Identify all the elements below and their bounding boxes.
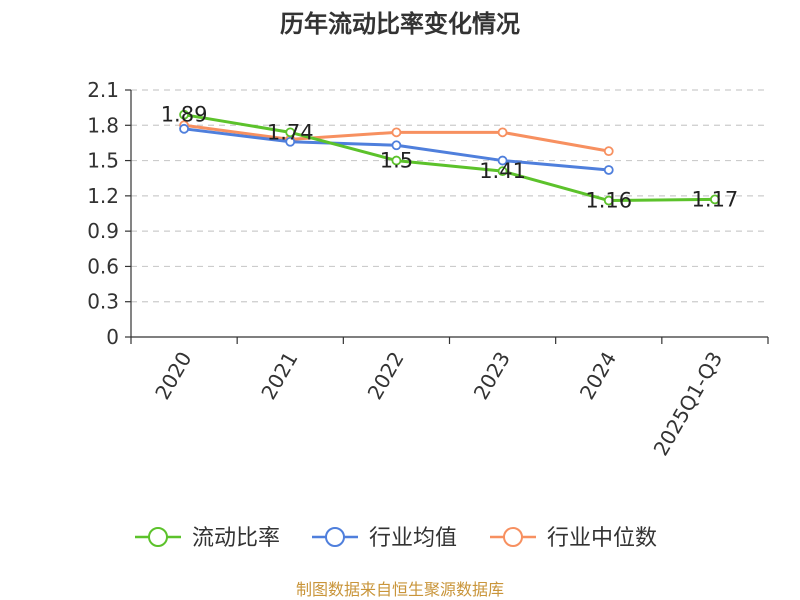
data-point-2 [391, 127, 402, 138]
legend-item: 行业均值 [312, 526, 457, 551]
source-footer: 制图数据来自恒生聚源数据库 [296, 580, 504, 599]
y-tick-label: 2.1 [87, 78, 119, 102]
data-labels: 1.89 1.74 1.5 1.41 1.16 1.17 [161, 103, 739, 213]
y-tick-label: 0.9 [87, 219, 119, 243]
y-tick-label: 0.6 [87, 254, 119, 278]
data-label: 1.16 [585, 189, 632, 213]
data-label: 1.41 [479, 159, 526, 183]
data-point-0 [603, 195, 614, 206]
x-axis-ticks: 2020 2021 2022 2023 2024 2025Q1-Q3 [150, 348, 727, 460]
y-axis-ticks: 0 0.3 0.6 0.9 1.2 1.5 1.8 2.1 [87, 78, 119, 349]
data-point-0 [710, 194, 720, 205]
x-tick-label: 2025Q1-Q3 [649, 348, 728, 460]
series-layer [179, 109, 720, 206]
x-tick-label: 2023 [469, 348, 515, 404]
grid-lines [131, 89, 768, 303]
series-line-0 [183, 113, 715, 203]
data-point-0 [179, 109, 189, 120]
x-tick-label: 2020 [150, 348, 196, 404]
data-point-1 [603, 165, 614, 175]
legend-marker [325, 527, 345, 547]
y-tick-label: 0.3 [87, 290, 119, 314]
x-tick-label: 2022 [363, 348, 409, 404]
axes [125, 89, 769, 344]
data-point-0 [391, 155, 402, 166]
y-tick-label: 1.2 [87, 184, 119, 208]
data-label: 1.5 [380, 149, 413, 173]
data-point-2 [497, 127, 508, 138]
y-tick-label: 0 [106, 325, 119, 349]
legend-label: 行业中位数 [547, 526, 657, 551]
legend-item: 行业中位数 [490, 526, 657, 551]
data-point-1 [179, 123, 189, 134]
data-point-0 [285, 127, 296, 138]
legend-item: 流动比率 [135, 526, 280, 551]
data-point-0 [497, 166, 508, 177]
x-tick-label: 2024 [575, 348, 621, 404]
legend-label: 行业均值 [369, 526, 457, 551]
data-point-1 [497, 155, 508, 166]
legend: 流动比率 行业均值 行业中位数 [135, 526, 657, 551]
y-tick-label: 1.5 [87, 149, 119, 173]
legend-marker [503, 527, 523, 547]
data-label: 1.89 [161, 103, 208, 127]
data-point-1 [391, 140, 402, 151]
legend-marker [148, 527, 168, 547]
legend-label: 流动比率 [192, 526, 280, 551]
data-point-2 [603, 146, 614, 157]
data-label: 1.74 [267, 120, 314, 144]
data-point-1 [285, 136, 296, 147]
data-label: 1.17 [692, 187, 739, 211]
y-tick-label: 1.8 [87, 113, 119, 137]
x-tick-label: 2021 [256, 348, 302, 404]
chart-title: 历年流动比率变化情况 [280, 10, 520, 38]
